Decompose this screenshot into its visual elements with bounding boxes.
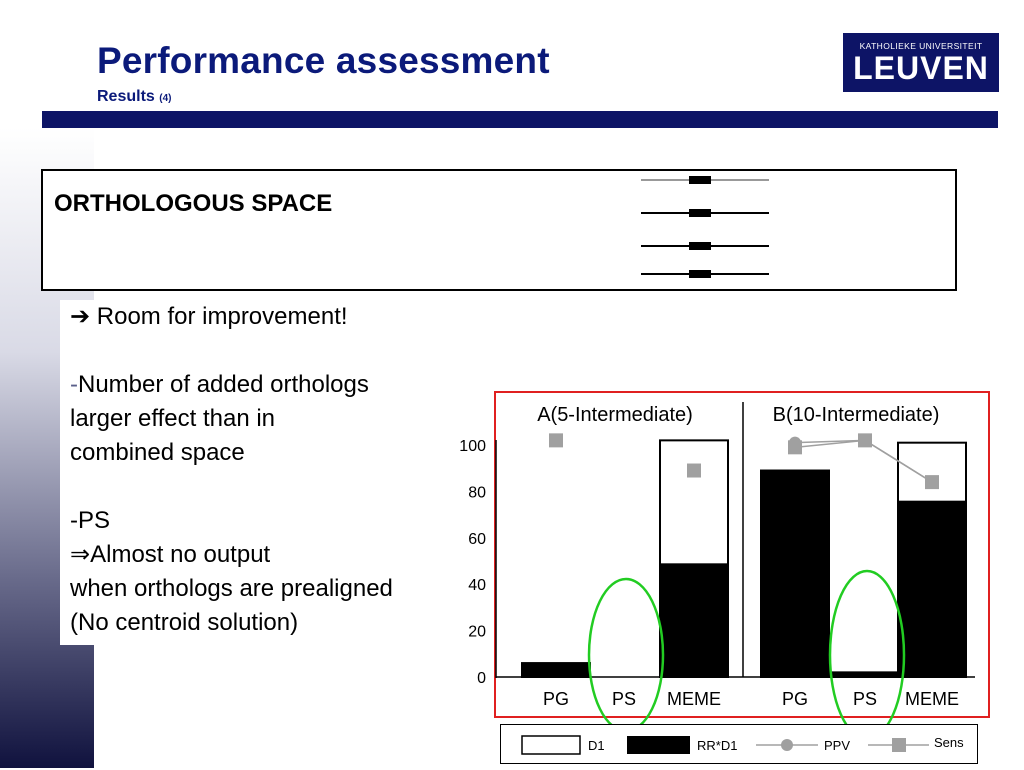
slide-title: Performance assessment — [97, 40, 550, 81]
x-tick-label-1-0: PG — [782, 689, 808, 709]
logo-line2: LEUVEN — [853, 50, 989, 86]
ortho-line-1 — [641, 176, 769, 184]
ortho-line-4 — [641, 270, 769, 278]
point2-head: -PS — [60, 504, 460, 538]
legend-graphics: D1 RR*D1 PPV Sens — [521, 735, 964, 755]
sens-point-0-1 — [687, 463, 701, 478]
legend-d1-label: D1 — [588, 738, 605, 753]
x-tick-label-1-2: MEME — [905, 689, 959, 709]
ortho-line-2 — [641, 209, 769, 217]
legend-ppv-label: PPV — [824, 738, 850, 753]
bar-rrd1-1-2 — [898, 500, 966, 677]
point2-line3: (No centroid solution) — [70, 609, 299, 636]
improvement-text: Room for improvement! — [96, 303, 348, 330]
bar-rrd1-1-1 — [831, 672, 899, 677]
legend-ppv-marker — [781, 739, 793, 751]
sens-point-1-0 — [788, 440, 802, 455]
point2-text1: Almost no output — [90, 541, 271, 568]
point1-line2: larger effect than in — [70, 405, 276, 432]
x-tick-label-0-0: PG — [543, 689, 569, 709]
sens-point-1-1 — [858, 433, 872, 448]
sens-point-1-2 — [925, 475, 939, 490]
body-text: ➔ Room for improvement! -Number of added… — [60, 300, 460, 645]
y-tick-label-40: 40 — [468, 577, 486, 594]
y-tick-label-100: 100 — [459, 438, 486, 455]
point2-head-text: PS — [78, 507, 111, 534]
logo-line1: KATHOLIEKE UNIVERSITEIT — [859, 41, 983, 51]
improvement-line: ➔ Room for improvement! — [60, 300, 460, 334]
point2-line1: ⇒Almost no output — [60, 538, 460, 572]
point1-dash: - — [70, 371, 78, 398]
implies-icon: ⇒ — [70, 541, 91, 568]
subtitle-page-number: (4) — [159, 93, 172, 104]
bar-rrd1-0-0 — [522, 663, 590, 677]
right-arrow-icon: ➔ — [70, 303, 91, 330]
ortho-line-3 — [641, 242, 769, 250]
x-tick-label-0-1: PS — [612, 689, 636, 709]
bar-rrd1-1-0 — [761, 470, 829, 677]
legend-rrd1-swatch — [627, 736, 690, 754]
legend-sens-label: Sens — [934, 735, 964, 750]
y-tick-label-60: 60 — [468, 531, 486, 548]
university-logo: KATHOLIEKE UNIVERSITEIT LEUVEN — [843, 33, 999, 92]
sens-point-0-0 — [549, 433, 563, 448]
point1-text1: Number of added orthologs — [78, 371, 369, 398]
orthologous-space-box: ORTHOLOGOUS SPACE — [41, 169, 957, 291]
y-tick-label-20: 20 — [468, 624, 486, 641]
point1-line3: combined space — [70, 439, 245, 466]
point2-line2: when orthologs are prealigned — [70, 575, 393, 602]
panel-title-1: B(10-Intermediate) — [773, 404, 940, 426]
legend-rrd1-label: RR*D1 — [697, 738, 737, 753]
panel-title-0: A(5-Intermediate) — [537, 404, 693, 426]
orthologous-space-label: ORTHOLOGOUS SPACE — [54, 190, 333, 217]
x-tick-label-1-1: PS — [853, 689, 877, 709]
y-tick-label-0: 0 — [477, 670, 486, 687]
point2-dash: - — [70, 507, 78, 534]
legend-sens-marker — [892, 738, 906, 752]
point1-line1: -Number of added orthologs — [60, 368, 460, 402]
slide-subtitle: Results (4) — [97, 88, 171, 106]
bar-rrd1-0-2 — [660, 563, 728, 677]
subtitle-text: Results — [97, 88, 155, 105]
y-tick-label-80: 80 — [468, 484, 486, 501]
x-tick-label-0-2: MEME — [667, 689, 721, 709]
header-bar — [42, 111, 998, 128]
legend-d1-swatch — [521, 735, 581, 755]
chart-legend: D1 RR*D1 PPV Sens — [500, 724, 978, 764]
